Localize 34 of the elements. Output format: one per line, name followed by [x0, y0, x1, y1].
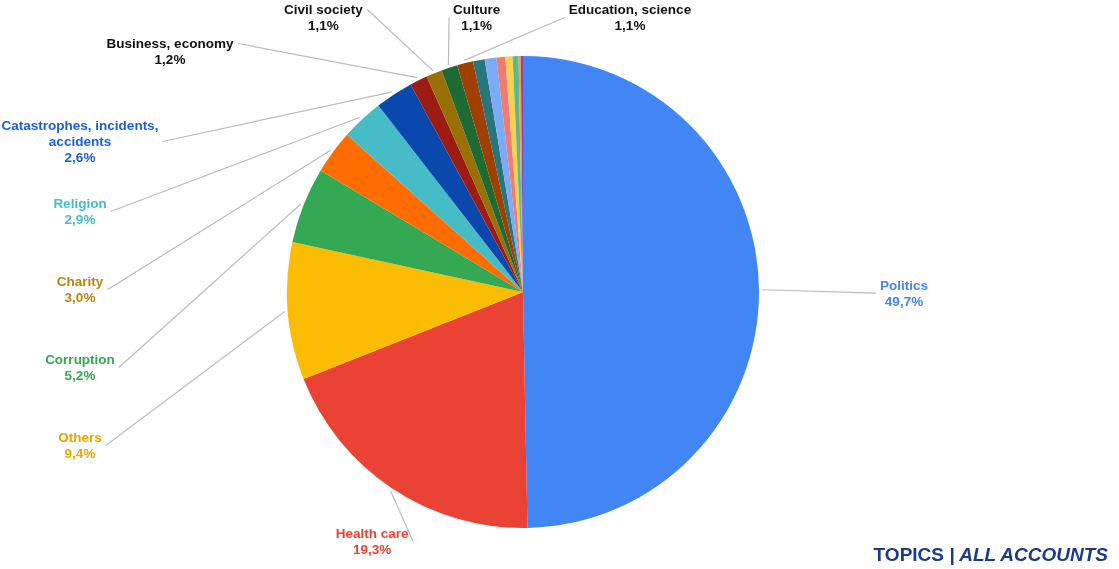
data-label: 1,1%: [461, 18, 493, 33]
pie-slice: [303, 292, 528, 528]
pie-slice: [441, 65, 523, 292]
data-label: 1,1%: [307, 18, 339, 33]
data-label: 1,2%: [154, 52, 186, 67]
data-label: 49,7%: [884, 293, 924, 309]
pie-slice: [378, 84, 523, 292]
slice-label: Culture: [453, 2, 501, 17]
data-label: 1,1%: [614, 18, 646, 33]
slice-label: Education, science: [568, 2, 692, 17]
slice-label: Health care: [335, 526, 410, 541]
slice-label: Others: [58, 430, 102, 445]
slice-label: Politics: [879, 277, 929, 293]
pie-slice: [426, 70, 523, 292]
slice-label: Business, economy: [106, 36, 234, 51]
slice-label: Corruption: [45, 352, 115, 367]
slice-label: Catastrophes, incidents, accidents: [1, 118, 159, 149]
data-label: 19,3%: [353, 542, 392, 557]
pie-slice: [292, 170, 523, 292]
data-label: 9,4%: [64, 446, 96, 461]
pie-slice: [287, 241, 523, 379]
data-label: 2,9%: [64, 212, 96, 227]
pie-slice: [346, 105, 523, 292]
pie-slice: [472, 59, 523, 292]
data-label: 3,0%: [64, 290, 96, 305]
pie-slice: [523, 56, 759, 528]
pie-slice: [484, 57, 523, 292]
data-label: 2,6%: [64, 150, 96, 165]
slice-label: Charity: [56, 274, 104, 289]
data-label: 5,2%: [64, 368, 96, 383]
text: TOPICS | ALL ACCOUNTS: [873, 544, 1109, 565]
slice-label: Civil society: [283, 2, 364, 17]
slice-label: Religion: [53, 196, 107, 211]
pie-slice: [320, 134, 523, 292]
